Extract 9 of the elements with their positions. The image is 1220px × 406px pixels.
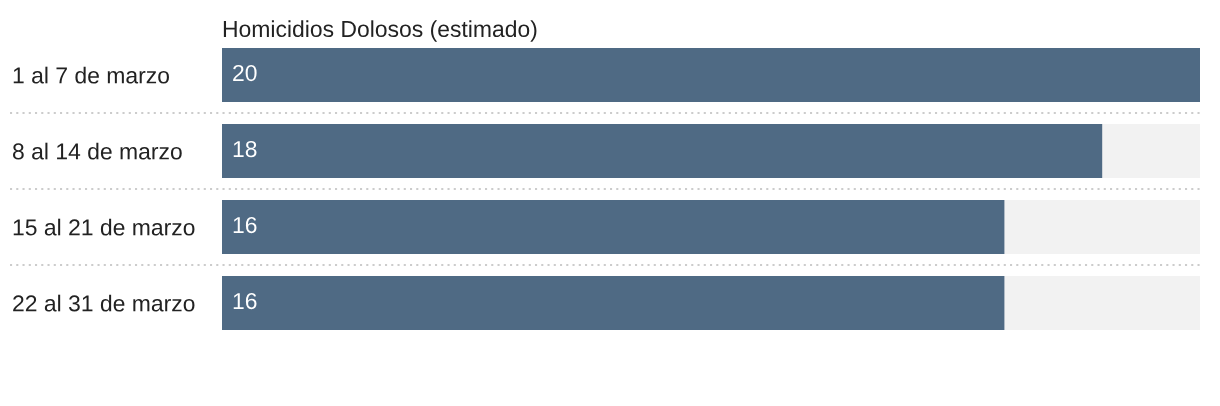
y-tick-label: 22 al 31 de marzo [13, 294, 195, 312]
data-label: 16 [233, 216, 257, 234]
chart-title: Homicidios Dolosos (estimado) [223, 20, 537, 42]
data-label: 18 [233, 140, 257, 158]
y-tick-label: 15 al 21 de marzo [13, 218, 195, 236]
y-tick-label: 1 al 7 de marzo [13, 66, 169, 84]
y-tick-label: 8 al 14 de marzo [13, 142, 182, 160]
data-label: 20 [233, 64, 257, 82]
data-label: 16 [233, 292, 257, 310]
